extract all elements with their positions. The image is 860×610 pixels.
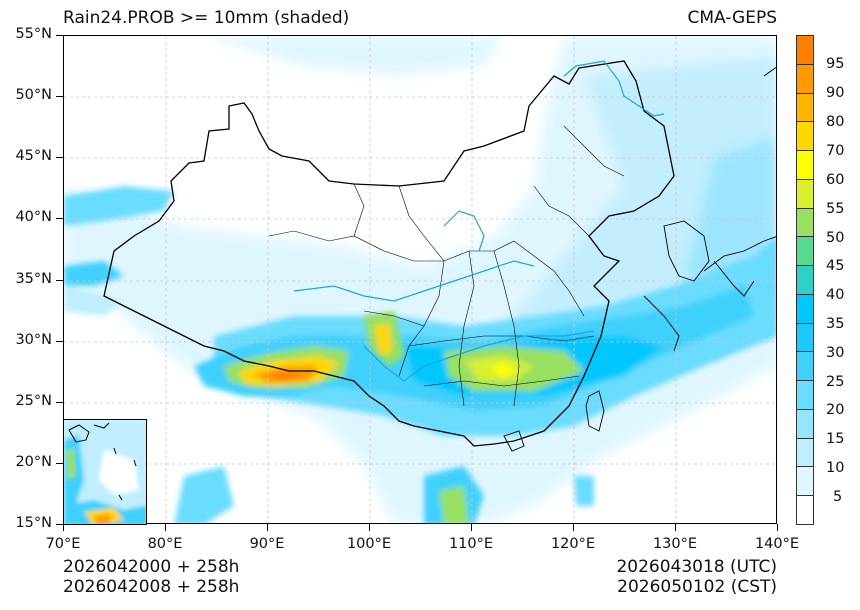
colorbar-segment xyxy=(797,409,813,439)
colorbar-label: 30 xyxy=(826,345,845,361)
colorbar-segment xyxy=(797,151,813,180)
y-tick xyxy=(56,524,63,525)
colorbar-segment xyxy=(797,294,813,324)
y-tick xyxy=(56,35,63,36)
x-tick xyxy=(165,524,166,531)
x-tick-label: 130°E xyxy=(652,536,698,552)
colorbar-segment xyxy=(797,323,813,353)
colorbar-segment xyxy=(797,64,813,94)
colorbar-label: 55 xyxy=(826,201,845,217)
y-tick xyxy=(56,463,63,464)
init-time-cst: 2026042008 + 258h xyxy=(63,577,240,597)
y-tick xyxy=(56,280,63,281)
x-tick-label: 80°E xyxy=(147,536,183,552)
colorbar-label: 10 xyxy=(826,460,845,476)
x-tick-label: 100°E xyxy=(346,536,392,552)
colorbar-label: 70 xyxy=(826,143,845,159)
init-time-utc: 2026042000 + 258h xyxy=(63,557,240,577)
y-tick-label: 20°N xyxy=(15,454,52,470)
colorbar-label: 25 xyxy=(826,374,845,390)
plot-title: Rain24.PROB >= 10mm (shaded) xyxy=(63,8,350,28)
y-tick-label: 30°N xyxy=(15,332,52,348)
y-tick-label: 15°N xyxy=(15,515,52,531)
x-tick xyxy=(777,524,778,531)
colorbar-segment xyxy=(797,438,813,468)
colorbar-label: 20 xyxy=(826,402,845,418)
x-tick xyxy=(471,524,472,531)
x-tick-label: 70°E xyxy=(45,536,81,552)
map-panel xyxy=(63,35,777,524)
colorbar-segment xyxy=(797,237,813,267)
colorbar-segment xyxy=(797,93,813,123)
y-tick xyxy=(56,218,63,219)
colorbar-segment xyxy=(797,381,813,410)
x-tick xyxy=(369,524,370,531)
x-tick-label: 120°E xyxy=(550,536,596,552)
colorbar-label: 5 xyxy=(833,489,843,505)
colorbar-segment xyxy=(797,122,813,152)
colorbar-segment xyxy=(797,179,813,209)
x-tick xyxy=(675,524,676,531)
colorbar-label: 15 xyxy=(826,431,845,447)
x-tick xyxy=(573,524,574,531)
colorbar-segment xyxy=(797,352,813,382)
x-tick-label: 140°E xyxy=(754,536,800,552)
y-tick xyxy=(56,402,63,403)
y-tick-label: 55°N xyxy=(15,26,52,42)
south-china-sea-inset xyxy=(63,419,147,525)
init-time-block: 2026042000 + 258h 2026042008 + 258h xyxy=(63,557,239,597)
colorbar-label: 45 xyxy=(826,258,845,274)
colorbar-label: 95 xyxy=(826,56,845,72)
colorbar-segment xyxy=(797,36,813,65)
x-tick xyxy=(63,524,64,531)
colorbar-label: 80 xyxy=(826,114,845,130)
y-tick-label: 45°N xyxy=(15,148,52,164)
x-tick-label: 110°E xyxy=(448,536,494,552)
model-name: CMA-GEPS xyxy=(687,8,777,28)
colorbar-segment xyxy=(797,266,813,295)
colorbar-segment xyxy=(797,467,813,497)
y-tick-label: 50°N xyxy=(15,87,52,103)
y-tick-label: 25°N xyxy=(15,393,52,409)
y-tick xyxy=(56,341,63,342)
colorbar-segment xyxy=(797,496,813,525)
colorbar-label: 35 xyxy=(826,316,845,332)
y-tick-label: 35°N xyxy=(15,271,52,287)
valid-time-utc: 2026043018 (UTC) xyxy=(616,557,777,577)
colorbar-segment xyxy=(797,208,813,238)
colorbar-label: 60 xyxy=(826,172,845,188)
valid-time-block: 2026043018 (UTC) 2026050102 (CST) xyxy=(616,557,777,597)
x-tick-label: 90°E xyxy=(249,536,285,552)
valid-time-cst: 2026050102 (CST) xyxy=(617,577,777,597)
x-tick xyxy=(267,524,268,531)
y-tick xyxy=(56,96,63,97)
colorbar xyxy=(796,35,814,525)
y-tick-label: 40°N xyxy=(15,209,52,225)
y-tick xyxy=(56,157,63,158)
national-border xyxy=(103,60,675,447)
probability-field xyxy=(64,36,776,523)
colorbar-label: 50 xyxy=(826,230,845,246)
colorbar-label: 40 xyxy=(826,287,845,303)
colorbar-label: 90 xyxy=(826,85,845,101)
inset-map xyxy=(64,420,146,524)
